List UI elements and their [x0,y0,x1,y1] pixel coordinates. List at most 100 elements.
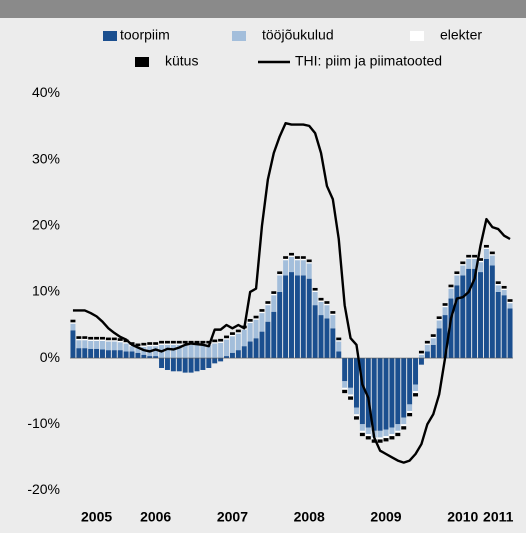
bar-segment [460,261,466,265]
bar-segment [300,256,306,259]
bar-segment [454,285,460,359]
bar-segment [70,330,76,359]
bar-segment [229,336,235,353]
bar-segment [407,358,413,405]
bar-segment [224,356,230,359]
bar-segment [407,410,413,413]
bar-segment [283,275,289,359]
bar-segment [88,339,94,341]
bar-segment [501,289,507,296]
bar-segment [218,342,224,359]
bar-segment [235,350,241,359]
bar-segment [194,340,200,344]
bar-segment [418,354,424,359]
y-tick-label: 40% [32,84,60,100]
bar-segment [82,338,88,341]
y-tick-label: 30% [32,150,60,166]
bar-segment [401,426,407,430]
x-tick-label: 2006 [140,509,171,525]
bar-segment [383,438,389,442]
y-tick-label: 20% [32,216,60,232]
legend-swatch [135,57,149,67]
bar-segment [318,301,324,316]
legend-swatch [103,31,117,41]
bar-segment [224,335,230,339]
bar-segment [94,339,100,341]
bar-segment [259,313,265,332]
bar-segment [389,427,395,435]
bar-segment [418,353,424,355]
bar-segment [176,343,182,345]
bar-segment [147,342,153,345]
bar-segment [306,263,312,279]
bar-segment [489,251,495,255]
bar-segment [389,436,395,440]
bar-segment [336,351,342,359]
bar-segment [135,347,141,353]
bar-segment [123,342,129,344]
bar-segment [153,346,159,357]
bar-segment [501,285,507,289]
bar-segment [123,351,129,359]
bar-segment [188,340,194,344]
x-tick-label: 2008 [294,509,325,525]
bar-segment [318,300,324,302]
bar-segment [105,350,111,359]
bar-segment [294,260,300,276]
bar-segment [359,424,365,431]
bar-segment [478,258,483,261]
bar-segment [188,344,194,359]
bar-segment [442,315,448,359]
bar-segment [424,351,430,359]
bar-segment [348,396,354,400]
bar-segment [478,260,483,263]
legend-label: kütus [165,53,198,69]
y-tick-label: -20% [27,481,60,497]
legend-label: THI: piim ja piimatooted [295,53,442,69]
y-tick-label: -10% [27,415,60,431]
x-tick-label: 2010 [447,509,478,525]
header-bar [0,0,526,18]
bar-segment [336,341,342,352]
bar-segment [194,358,200,372]
bar-segment [483,258,489,359]
bar-segment [377,430,383,438]
bar-segment [342,358,348,382]
bar-segment [300,260,306,276]
bar-segment [472,268,478,359]
bar-segment [94,348,100,359]
bar-segment [117,342,123,351]
bar-segment [253,315,259,319]
bar-segment [82,336,88,339]
bar-segment [342,381,348,388]
bar-segment [365,358,371,428]
bar-segment [235,332,241,334]
bar-segment [395,432,401,437]
bar-segment [212,358,218,364]
bar-segment [312,287,318,291]
bar-segment [129,351,135,359]
bar-segment [277,291,283,359]
bar-segment [448,298,454,359]
bar-segment [100,349,105,359]
bar-segment [224,339,230,357]
bar-segment [94,340,100,349]
legend-label: toorpiim [120,27,170,43]
bar-segment [164,344,170,359]
bar-segment [371,358,377,431]
bar-segment [105,340,111,342]
bar-segment [377,358,383,431]
bar-segment [200,344,206,359]
bar-segment [111,341,117,351]
bar-segment [164,343,170,345]
bar-segment [212,343,218,359]
bar-segment [424,343,430,345]
bar-segment [271,291,277,294]
bar-segment [218,358,224,362]
bar-segment [247,341,253,359]
bar-segment [306,259,312,263]
x-tick-label: 2005 [81,509,112,525]
bar-segment [259,309,265,312]
bar-segment [424,344,430,352]
bar-segment [241,329,247,347]
